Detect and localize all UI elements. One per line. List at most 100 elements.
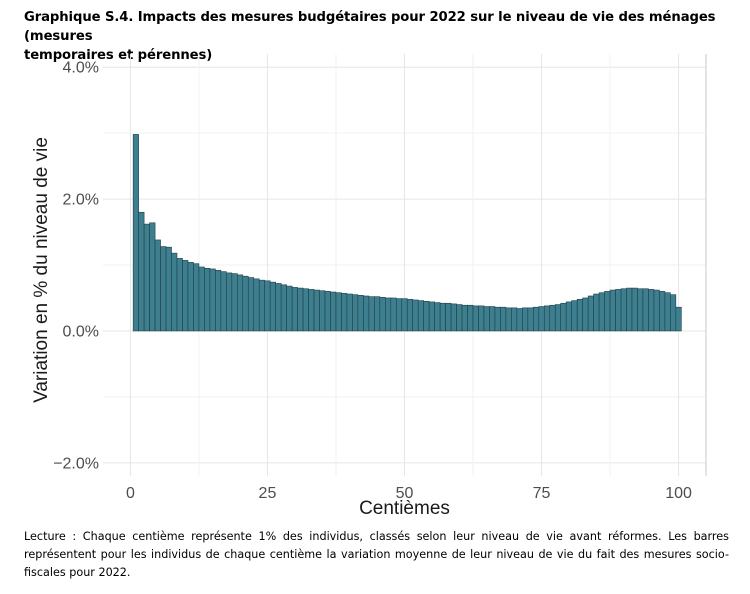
bar: [182, 260, 189, 332]
bar: [439, 302, 446, 332]
caption-line-1: Lecture : Chaque centième représente 1% …: [24, 530, 729, 543]
bar: [368, 296, 375, 332]
bar: [412, 299, 419, 332]
bar: [242, 275, 249, 332]
bar: [626, 287, 633, 332]
bar: [171, 252, 178, 332]
bar: [215, 269, 222, 332]
bar: [478, 305, 485, 332]
bar: [204, 267, 211, 332]
x-tick-label: 75: [533, 485, 551, 502]
bars: [132, 134, 682, 332]
y-axis-label: Variation en % du niveau de vie: [31, 137, 52, 403]
bar: [352, 294, 359, 332]
bar: [341, 293, 348, 332]
bar: [543, 305, 551, 332]
y-tick-label: 0.0%: [63, 323, 99, 340]
bar: [319, 290, 326, 332]
bar: [445, 302, 452, 332]
bar: [280, 284, 287, 332]
bar: [176, 258, 183, 332]
bar: [615, 289, 622, 332]
x-tick-label: 100: [665, 485, 692, 502]
bar: [258, 279, 266, 332]
bar: [247, 277, 255, 332]
bar: [231, 273, 238, 332]
bar: [286, 285, 293, 332]
bar: [275, 283, 282, 332]
bar: [461, 304, 468, 332]
bar: [226, 272, 233, 332]
bar: [489, 306, 496, 332]
bar: [143, 223, 150, 332]
bar: [527, 307, 534, 332]
bar: [609, 289, 616, 332]
bar: [560, 302, 567, 332]
reading-note: Lecture : Chaque centième représente 1% …: [24, 528, 729, 582]
caption-line-3: fiscales pour 2022.: [24, 566, 131, 579]
x-axis-label: Centièmes: [359, 498, 450, 519]
bar: [620, 288, 627, 332]
bar: [165, 246, 172, 332]
bar: [302, 288, 309, 332]
y-axis-ticks: −2.0% 0.0% 2.0% 4.0%: [53, 60, 99, 473]
bar: [565, 301, 572, 332]
bar: [516, 308, 523, 332]
x-tick-label: 0: [126, 485, 135, 502]
x-tick-label: 50: [396, 485, 414, 502]
bar: [253, 278, 260, 332]
bar: [587, 295, 594, 332]
bar: [132, 134, 139, 332]
bar: [664, 292, 671, 332]
bar: [494, 306, 501, 332]
bar: [467, 304, 474, 332]
bar: [434, 302, 441, 332]
bar: [505, 307, 512, 332]
y-tick-label: 4.0%: [63, 60, 99, 77]
bar: [395, 298, 403, 332]
bar: [648, 289, 655, 332]
bar: [554, 304, 562, 332]
bar: [653, 289, 660, 332]
bar: [428, 301, 435, 332]
bar: [631, 287, 638, 332]
bar: [406, 298, 414, 332]
bar: [423, 300, 430, 332]
bar: [330, 291, 337, 332]
bar: [379, 297, 386, 332]
bar: [374, 296, 381, 332]
bar: [549, 304, 556, 332]
bar: [576, 298, 583, 332]
bar: [533, 306, 540, 332]
bar: [160, 246, 167, 332]
bar: [642, 288, 649, 332]
bar: [385, 297, 392, 332]
bar: [659, 291, 666, 332]
bar: [357, 295, 364, 332]
bar: [237, 274, 244, 332]
chart-title: Graphique S.4. Impacts des mesures budgé…: [24, 8, 729, 65]
bar: [582, 297, 589, 332]
bar: [209, 268, 216, 332]
bar: [571, 300, 578, 332]
bar: [670, 294, 677, 332]
bar: [220, 271, 227, 332]
y-tick-label: 2.0%: [63, 192, 99, 209]
bar: [390, 297, 397, 332]
bar: [456, 304, 463, 332]
bar: [363, 295, 370, 332]
bar: [154, 239, 161, 332]
y-tick-label: −2.0%: [53, 455, 99, 472]
bar: [193, 263, 200, 332]
bar: [522, 307, 529, 332]
bar: [450, 303, 457, 332]
bar: [598, 292, 605, 332]
bar: [417, 300, 424, 332]
bar: [637, 288, 644, 332]
bar: [269, 281, 276, 332]
bar: [324, 291, 331, 332]
bar: [264, 280, 271, 332]
bar: [291, 287, 298, 332]
bar: [346, 293, 353, 332]
bar: [511, 307, 518, 332]
